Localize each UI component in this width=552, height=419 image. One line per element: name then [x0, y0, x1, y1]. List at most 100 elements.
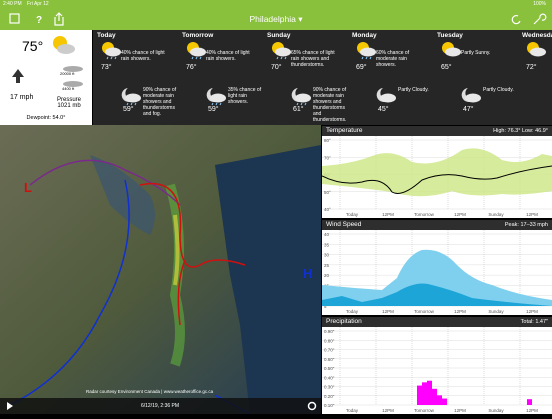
x-tick-label: Today: [346, 309, 359, 314]
cloud: [380, 93, 396, 103]
panel-title: Temperature: [326, 127, 363, 134]
radar-map[interactable]: L H Radar courtesy Environment Canada | …: [0, 125, 321, 414]
cloud: [530, 47, 546, 57]
high-pressure: H: [303, 266, 312, 281]
location-selector[interactable]: Philadelphia ▾: [249, 14, 303, 24]
moon: [291, 88, 305, 102]
map-timestamp: 6/12/19, 2:36 PM: [141, 403, 179, 409]
night-text: Partly Cloudy.: [398, 87, 429, 93]
y-tick-label: 70°: [324, 155, 331, 160]
x-tick-label: Today: [346, 212, 359, 217]
y-tick-label: 80°: [324, 138, 331, 143]
dewpoint: Dewpoint: 54.0°: [26, 115, 66, 121]
cloud-high: 20000 ft: [60, 71, 75, 76]
moon: [206, 88, 220, 102]
rain: [296, 102, 307, 106]
precip-bar: [427, 380, 432, 405]
wind-speed: 17 mph: [10, 94, 34, 101]
night-text: 90% chance of moderate rain showers and …: [143, 87, 177, 117]
cloud: [105, 47, 121, 57]
y-tick-label: 40°: [324, 207, 331, 212]
weather-icon: [442, 42, 461, 57]
day-temp: 73°: [101, 64, 112, 71]
wind-gust: [322, 249, 552, 306]
cloud: [445, 47, 461, 57]
play-button[interactable]: [7, 402, 13, 410]
cloud: [210, 93, 226, 103]
refresh-icon[interactable]: [511, 15, 521, 25]
panel-header: Precipitation Total: 1.47": [322, 317, 552, 327]
graph: 0.90" 0.80" 0.70" 0.60" 0.50" 0.40" 0.30" 0.20"…: [322, 327, 552, 413]
x-tick-label: 12PM: [382, 408, 394, 413]
x-tick-label: Sunday: [488, 212, 504, 217]
rain: [276, 56, 287, 60]
y-tick-label: 0.40": [324, 375, 335, 380]
graph: 403530252015105Today12PMTomorrow12PMSund…: [322, 230, 552, 314]
y-tick-label: 50°: [324, 190, 331, 195]
x-tick-label: 12PM: [526, 408, 538, 413]
y-tick-label: 0.20": [324, 394, 335, 399]
night-text: 35% chance of light rain showers.: [228, 87, 262, 105]
y-tick-label: 20: [324, 273, 330, 278]
help-icon[interactable]: ?: [36, 15, 42, 26]
toolbar: ? Philadelphia ▾: [0, 8, 552, 30]
day-text: 40% chance of light rain showers.: [206, 50, 250, 62]
map-settings[interactable]: [307, 401, 317, 411]
x-tick-label: 12PM: [454, 309, 466, 314]
pressure: Pressure 1021 mb: [57, 97, 81, 109]
day-temp: 76°: [186, 64, 197, 71]
rain: [191, 56, 202, 60]
moon: [121, 88, 135, 102]
cloud: [190, 47, 206, 57]
weather-icon: [102, 42, 121, 60]
day-temp: 70°: [271, 64, 282, 71]
weather-icon: [376, 88, 396, 103]
precip-bar: [417, 385, 422, 405]
settings-icon[interactable]: [533, 13, 547, 25]
precip-bar: [437, 395, 442, 405]
weather-icon: [53, 36, 75, 54]
cloud: [295, 93, 311, 103]
y-tick-label: 0.10": [324, 403, 335, 408]
day-temp: 65°: [441, 64, 452, 71]
precip-bar: [432, 388, 437, 405]
location-title: Philadelphia: [249, 14, 296, 24]
y-tick-label: 35: [324, 242, 330, 247]
weather-icon: [206, 88, 226, 106]
day-name: Tuesday: [437, 32, 463, 39]
precip-bar: [442, 398, 447, 405]
panel-header: Temperature High: 76.3° Low: 46.9°: [322, 126, 552, 136]
weather-icon: [357, 42, 376, 60]
pressure-value: 1021 mb: [57, 103, 81, 109]
night-temp: 59°: [123, 106, 134, 113]
cloud-icons: [63, 66, 83, 87]
menu-icon[interactable]: [9, 13, 20, 24]
panel-summary: Peak: 17–33 mph: [504, 222, 548, 228]
panel-header: Wind Speed Peak: 17–33 mph: [322, 220, 552, 230]
wind-sustained: [322, 283, 552, 306]
temp-line: [321, 165, 552, 194]
y-tick-label: 30: [324, 253, 330, 258]
rain: [126, 102, 137, 106]
x-tick-label: Tomorrow: [414, 212, 435, 217]
forecast-day: Tuesday 65° Partly Sunny. 47° Partly Cloudy.: [433, 30, 518, 125]
weather-icon: [272, 42, 291, 60]
day-text: Partly Sunny.: [461, 50, 491, 56]
share-icon[interactable]: [54, 12, 64, 26]
x-tick-label: Sunday: [488, 408, 504, 413]
precip-bar: [422, 382, 427, 405]
y-tick-label: 0.60": [324, 357, 335, 362]
battery: 100%: [533, 1, 546, 7]
forecast-day: Sunday 70° 65% chance of light rain shower…: [263, 30, 348, 125]
y-tick-label: 0.90": [324, 329, 335, 334]
x-tick-label: Tomorrow: [414, 408, 435, 413]
weather-icon: [187, 42, 206, 60]
day-text: 65% chance of light rain showers and thu…: [291, 50, 335, 68]
night-temp: 59°: [208, 106, 219, 113]
y-tick-label: 25: [324, 263, 330, 268]
weather-icon: [461, 88, 481, 103]
x-tick-label: 12PM: [526, 309, 538, 314]
day-name: Wednesday: [522, 32, 552, 39]
